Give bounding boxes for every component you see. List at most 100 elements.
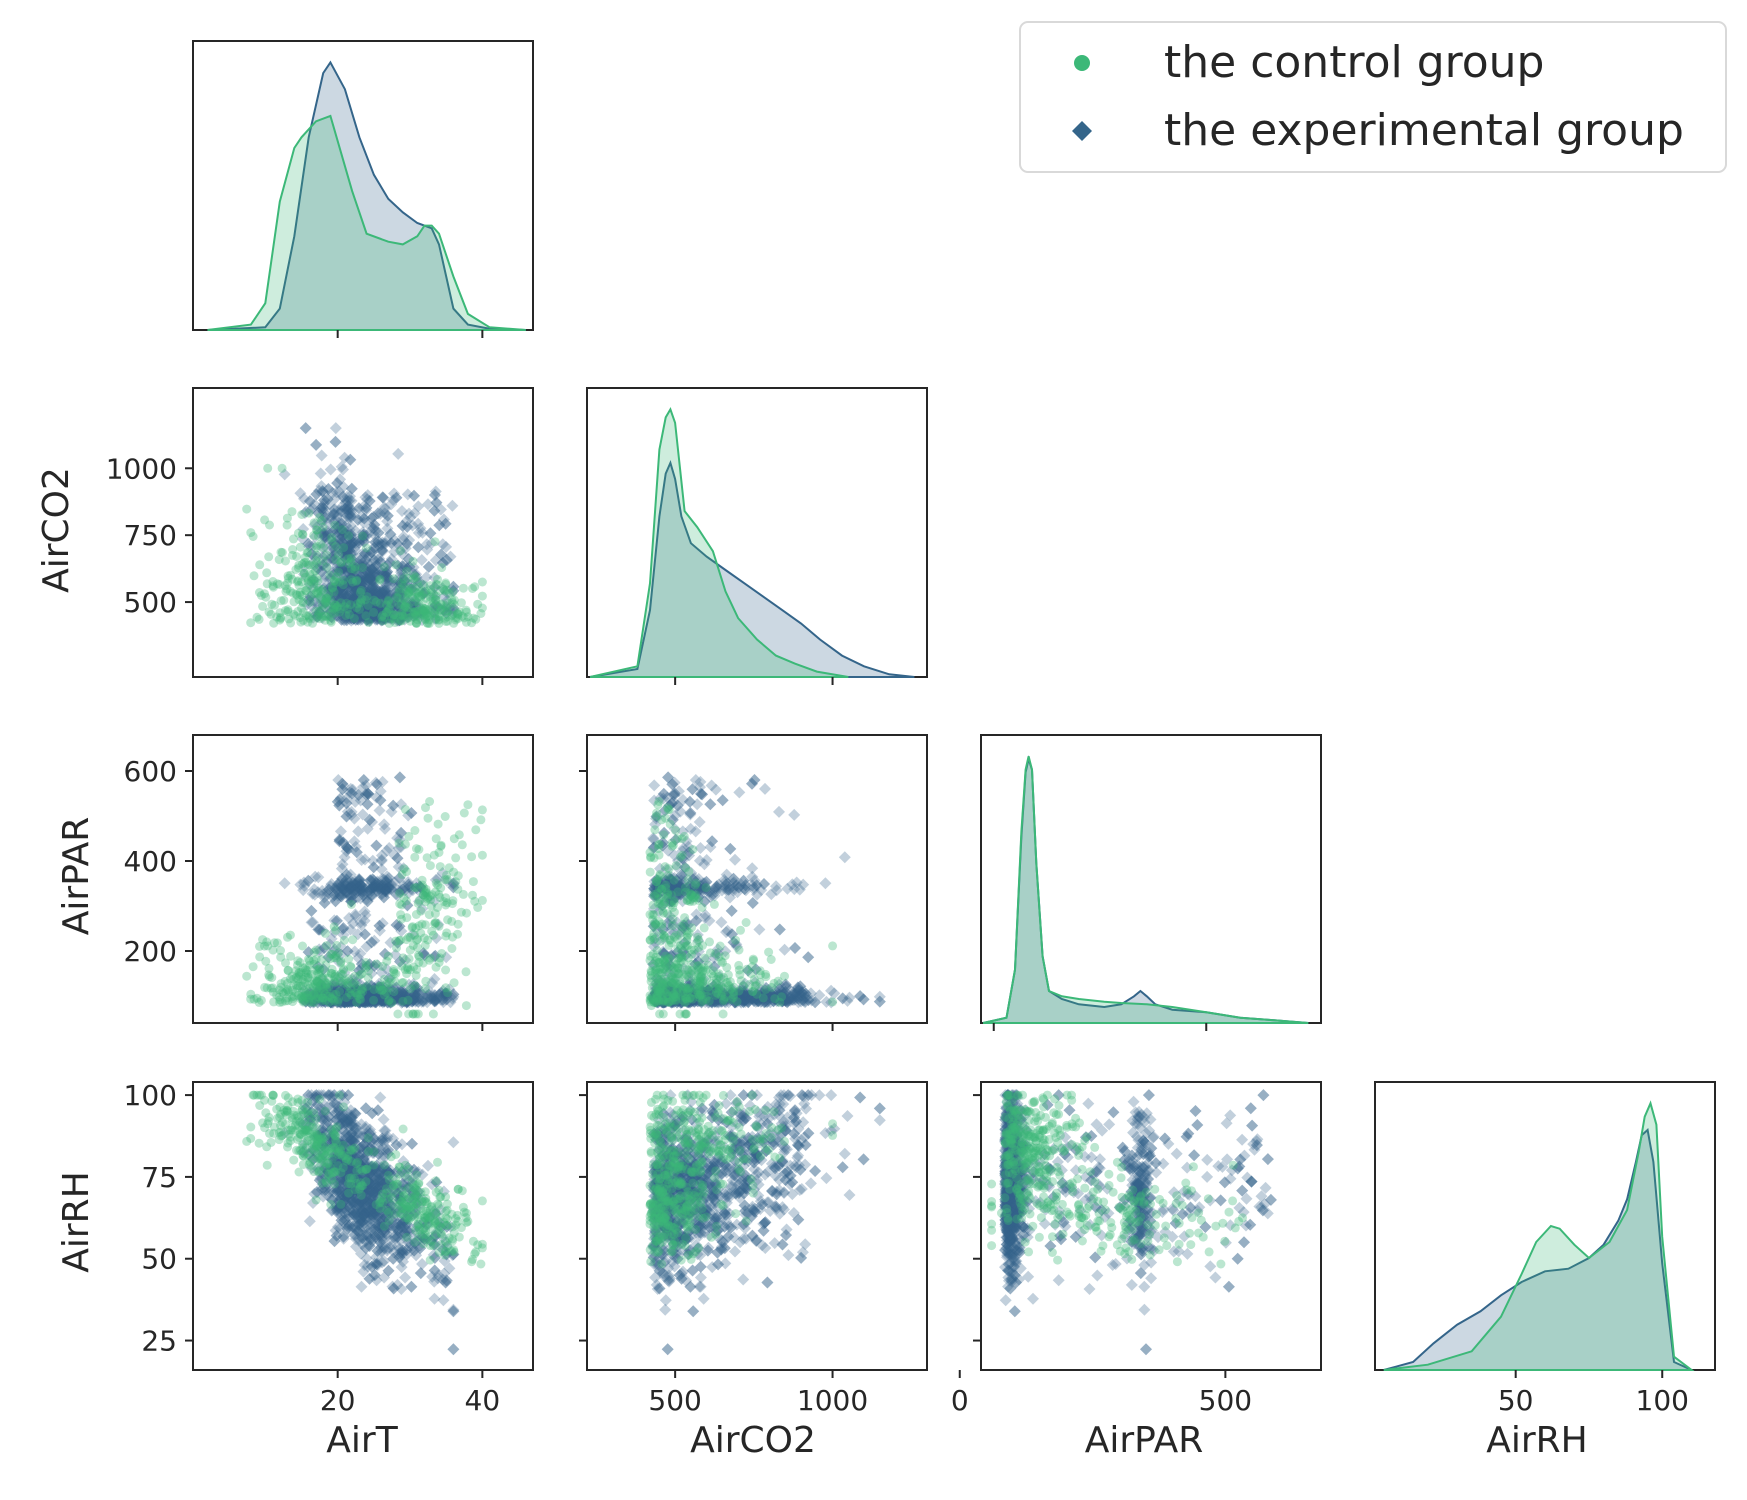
point — [433, 819, 443, 829]
point — [337, 490, 349, 503]
point — [423, 813, 433, 823]
point — [477, 850, 487, 860]
point — [327, 964, 337, 974]
point — [461, 1001, 471, 1011]
point — [773, 805, 785, 818]
point — [789, 942, 801, 954]
point — [442, 585, 452, 595]
point — [372, 535, 385, 548]
point — [357, 591, 370, 604]
point — [356, 585, 369, 597]
point — [313, 983, 323, 993]
point — [349, 584, 362, 597]
point — [368, 554, 381, 567]
point — [375, 575, 385, 585]
point — [364, 611, 377, 624]
point — [341, 603, 354, 616]
point — [315, 449, 328, 462]
point — [390, 618, 400, 627]
point — [336, 558, 346, 568]
point — [360, 501, 373, 514]
point — [351, 573, 364, 586]
point — [413, 600, 425, 613]
point — [371, 597, 381, 607]
point — [339, 502, 352, 515]
point — [336, 956, 346, 966]
point — [838, 851, 851, 864]
point — [429, 599, 442, 612]
point — [272, 990, 282, 1000]
point — [389, 965, 399, 974]
point — [447, 580, 460, 593]
point — [405, 965, 415, 975]
point — [349, 585, 362, 598]
point — [395, 605, 408, 618]
point — [363, 973, 373, 983]
point — [352, 502, 365, 515]
point — [401, 896, 411, 906]
point — [299, 422, 312, 435]
point — [736, 976, 746, 986]
point — [309, 531, 319, 540]
point — [311, 562, 324, 575]
point — [340, 598, 353, 611]
point — [242, 504, 252, 514]
point — [340, 595, 352, 607]
point — [349, 614, 359, 623]
point — [369, 607, 381, 619]
point — [298, 941, 307, 951]
point — [393, 771, 406, 784]
point — [332, 940, 342, 950]
point — [302, 548, 312, 558]
point — [352, 597, 365, 609]
point — [346, 589, 359, 601]
point — [346, 984, 356, 994]
point — [347, 536, 360, 549]
point — [346, 578, 359, 591]
point — [344, 531, 354, 541]
point — [358, 584, 371, 597]
point — [345, 538, 358, 551]
point — [335, 505, 348, 517]
point — [381, 509, 394, 522]
point — [380, 589, 393, 602]
point — [366, 581, 378, 594]
point — [360, 610, 373, 623]
point — [367, 522, 380, 535]
point — [398, 953, 408, 963]
point — [333, 602, 343, 611]
point — [428, 504, 441, 517]
point — [447, 584, 460, 597]
point — [405, 612, 415, 622]
point — [319, 596, 332, 609]
point — [357, 530, 370, 543]
point — [363, 495, 376, 507]
point — [324, 605, 337, 618]
point — [397, 869, 407, 879]
point — [417, 605, 430, 618]
point — [335, 613, 348, 626]
point — [397, 961, 407, 971]
point — [391, 589, 404, 602]
point — [349, 606, 362, 619]
panels: 20 40 500 1000 0 500 50 10050075010002004006002… — [106, 40, 1716, 1417]
point — [286, 570, 295, 580]
point — [341, 588, 354, 601]
point — [363, 604, 376, 617]
point — [428, 489, 441, 501]
point — [653, 800, 663, 810]
point — [324, 533, 337, 546]
point — [374, 555, 387, 568]
point — [348, 576, 361, 588]
point — [329, 422, 342, 435]
point — [422, 560, 435, 573]
point — [276, 547, 286, 557]
point — [347, 570, 360, 582]
point — [335, 564, 348, 576]
point — [403, 600, 416, 612]
point — [394, 838, 404, 848]
point — [310, 438, 323, 451]
point — [358, 535, 371, 548]
